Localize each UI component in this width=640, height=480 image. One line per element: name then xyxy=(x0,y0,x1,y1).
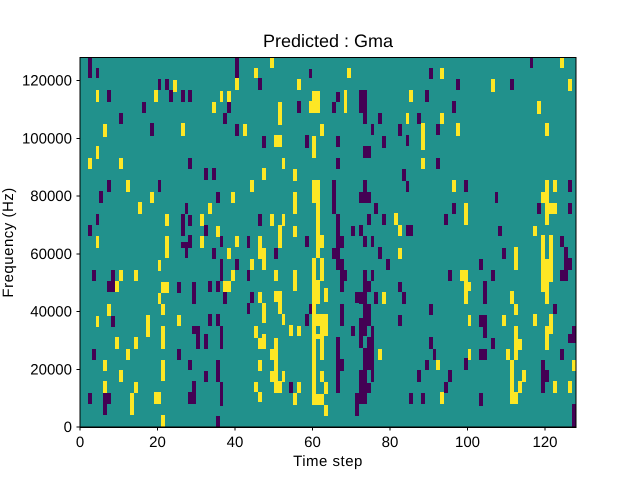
svg-text:60000: 60000 xyxy=(30,246,72,263)
svg-text:120: 120 xyxy=(532,434,557,451)
svg-text:100000: 100000 xyxy=(22,130,72,147)
svg-text:Time step: Time step xyxy=(293,453,363,470)
svg-text:Frequency (Hz): Frequency (Hz) xyxy=(0,187,17,297)
svg-text:40000: 40000 xyxy=(30,304,72,321)
svg-text:20: 20 xyxy=(149,434,166,451)
svg-text:60: 60 xyxy=(304,434,321,451)
svg-text:40: 40 xyxy=(227,434,244,451)
svg-text:0: 0 xyxy=(76,434,84,451)
svg-text:20000: 20000 xyxy=(30,361,72,378)
svg-text:Predicted : Gma: Predicted : Gma xyxy=(263,31,394,51)
svg-text:0: 0 xyxy=(64,419,72,436)
svg-text:80: 80 xyxy=(382,434,399,451)
svg-text:80000: 80000 xyxy=(30,188,72,205)
svg-text:100: 100 xyxy=(455,434,480,451)
svg-text:120000: 120000 xyxy=(22,73,72,90)
